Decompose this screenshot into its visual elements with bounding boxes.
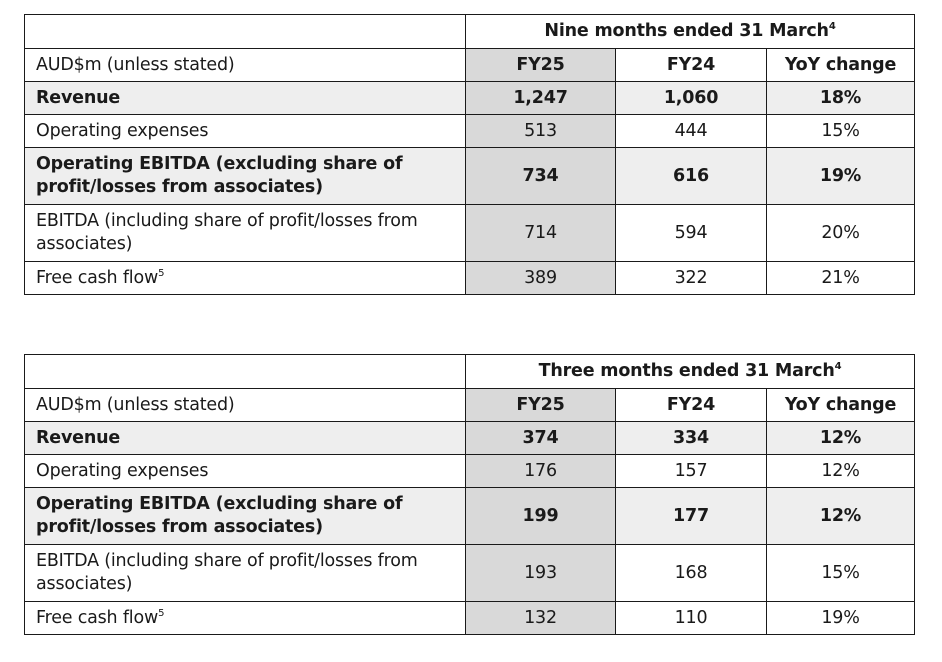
column-header-row: AUD$m (unless stated) FY25 FY24 YoY chan… [24,48,915,82]
row-label: EBITDA (including share of profit/losses… [24,204,466,262]
cell-fy24: 616 [615,147,767,205]
cell-yoy: 15% [766,114,915,148]
cell-fy24: 177 [615,487,767,545]
three-months-table: Three months ended 31 March4 AUD$m (unle… [24,354,915,635]
row-label: Revenue [24,421,466,455]
column-header-fy24: FY24 [615,388,767,422]
cell-fy25: 389 [465,261,616,295]
row-label: Operating expenses [24,114,466,148]
footnote-ref: 5 [158,607,165,619]
cell-yoy: 15% [766,544,915,602]
column-header-yoy: YoY change [766,388,915,422]
row-label: Free cash flow [36,607,159,628]
footnote-ref: 4 [834,361,842,372]
footnote-ref: 5 [158,267,165,279]
column-header-fy25: FY25 [465,388,616,422]
nine-months-table: Nine months ended 31 March4 AUD$m (unles… [24,14,915,295]
cell-yoy: 12% [766,454,915,488]
row-operating-ebitda: Operating EBITDA (excluding share of pro… [24,147,915,205]
cell-fy25: 132 [465,601,616,635]
row-label-cell: Free cash flow5 [24,601,466,635]
cell-fy25: 513 [465,114,616,148]
cell-fy25: 374 [465,421,616,455]
row-ebitda: EBITDA (including share of profit/losses… [24,544,915,602]
row-label-cell: Free cash flow5 [24,261,466,295]
row-label: Operating EBITDA (excluding share of pro… [24,147,466,205]
cell-yoy: 21% [766,261,915,295]
unit-label: AUD$m (unless stated) [24,388,466,422]
row-label: Operating expenses [24,454,466,488]
row-free-cash-flow: Free cash flow5 132 110 19% [24,601,915,635]
cell-fy25: 734 [465,147,616,205]
cell-fy24: 110 [615,601,767,635]
column-header-row: AUD$m (unless stated) FY25 FY24 YoY chan… [24,388,915,422]
row-label: Revenue [24,81,466,115]
cell-fy24: 444 [615,114,767,148]
cell-fy24: 594 [615,204,767,262]
period-label: Three months ended 31 March [538,361,835,381]
cell-yoy: 18% [766,81,915,115]
unit-label: AUD$m (unless stated) [24,48,466,82]
cell-fy25: 176 [465,454,616,488]
period-header-row: Three months ended 31 March4 [24,354,915,389]
empty-corner-cell [24,354,466,389]
cell-fy25: 199 [465,487,616,545]
cell-fy24: 157 [615,454,767,488]
cell-fy25: 193 [465,544,616,602]
row-operating-ebitda: Operating EBITDA (excluding share of pro… [24,487,915,545]
row-ebitda: EBITDA (including share of profit/losses… [24,204,915,262]
footnote-ref: 4 [828,21,836,32]
column-header-yoy: YoY change [766,48,915,82]
cell-yoy: 12% [766,487,915,545]
period-label: Nine months ended 31 March [544,21,829,41]
cell-fy24: 1,060 [615,81,767,115]
cell-yoy: 12% [766,421,915,455]
cell-fy25: 1,247 [465,81,616,115]
cell-fy24: 322 [615,261,767,295]
period-header-row: Nine months ended 31 March4 [24,14,915,49]
column-header-fy24: FY24 [615,48,767,82]
cell-fy25: 714 [465,204,616,262]
row-revenue: Revenue 1,247 1,060 18% [24,81,915,115]
row-free-cash-flow: Free cash flow5 389 322 21% [24,261,915,295]
cell-fy24: 168 [615,544,767,602]
empty-corner-cell [24,14,466,49]
column-header-fy25: FY25 [465,48,616,82]
cell-yoy: 20% [766,204,915,262]
cell-fy24: 334 [615,421,767,455]
row-operating-expenses: Operating expenses 176 157 12% [24,454,915,488]
row-revenue: Revenue 374 334 12% [24,421,915,455]
period-header: Three months ended 31 March4 [465,354,915,389]
cell-yoy: 19% [766,147,915,205]
row-operating-expenses: Operating expenses 513 444 15% [24,114,915,148]
row-label: Free cash flow [36,267,159,288]
cell-yoy: 19% [766,601,915,635]
row-label: Operating EBITDA (excluding share of pro… [24,487,466,545]
row-label: EBITDA (including share of profit/losses… [24,544,466,602]
period-header: Nine months ended 31 March4 [465,14,915,49]
